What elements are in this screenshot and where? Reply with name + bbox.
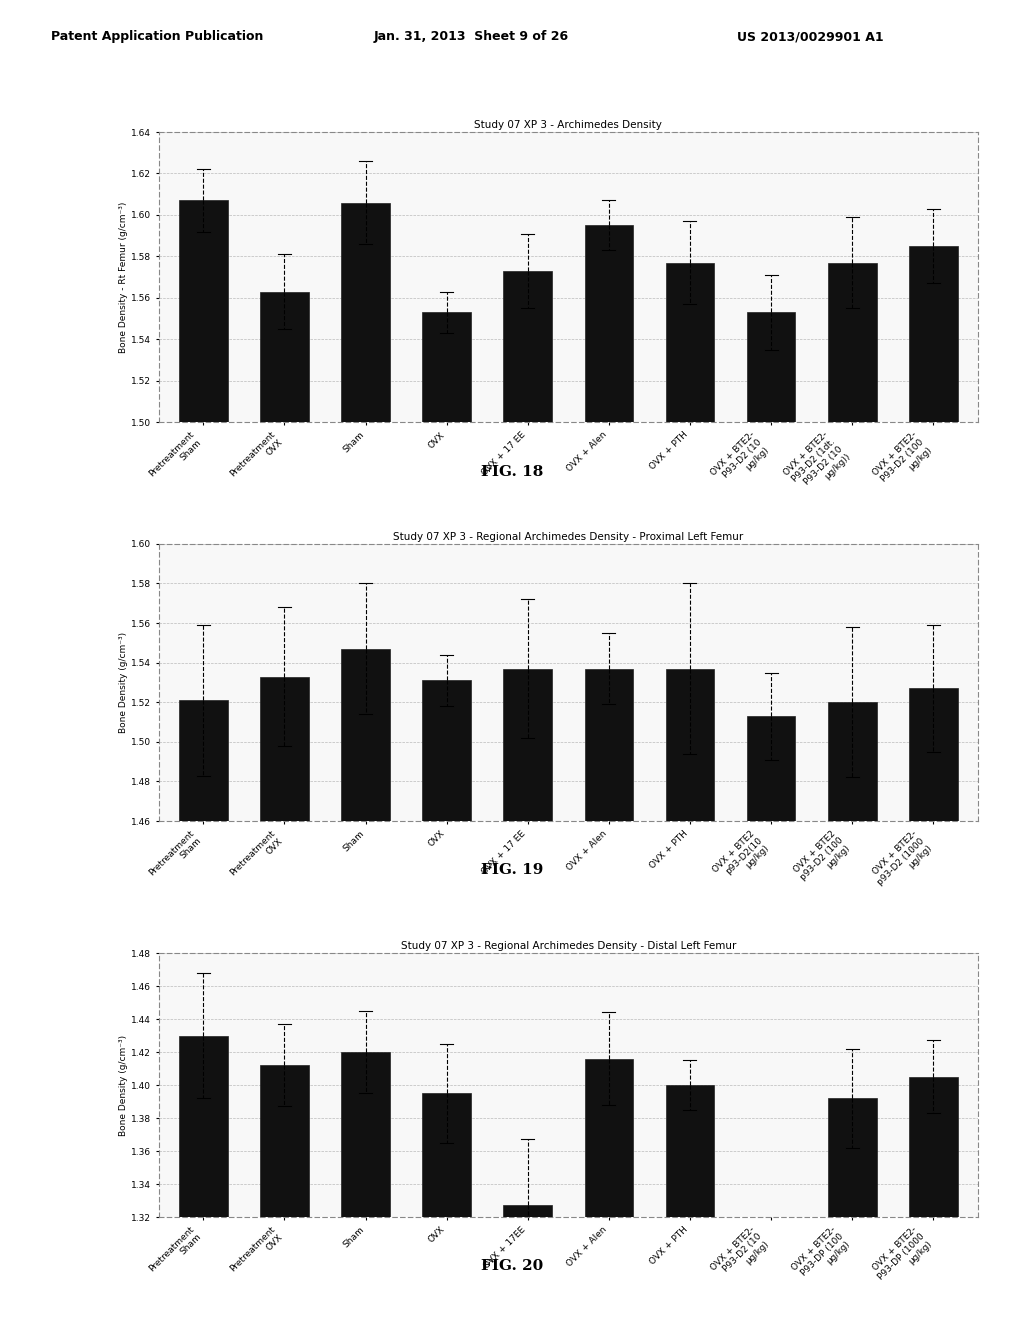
- Bar: [179, 1035, 227, 1320]
- Text: FIG. 19: FIG. 19: [481, 863, 543, 878]
- Bar: [260, 292, 309, 1320]
- Bar: [827, 1098, 877, 1320]
- Bar: [341, 1052, 390, 1320]
- Bar: [504, 1205, 552, 1320]
- Y-axis label: Bone Density (g/cm⁻³): Bone Density (g/cm⁻³): [119, 632, 128, 733]
- Bar: [585, 1059, 633, 1320]
- Text: FIG. 18: FIG. 18: [481, 465, 543, 479]
- Bar: [179, 201, 227, 1320]
- Bar: [909, 689, 957, 1320]
- Y-axis label: Bone Density (g/cm⁻³): Bone Density (g/cm⁻³): [119, 1035, 128, 1135]
- Title: Study 07 XP 3 - Regional Archimedes Density - Distal Left Femur: Study 07 XP 3 - Regional Archimedes Dens…: [400, 941, 736, 950]
- Bar: [827, 702, 877, 1320]
- Text: US 2013/0029901 A1: US 2013/0029901 A1: [737, 30, 884, 44]
- Bar: [504, 271, 552, 1320]
- Bar: [746, 717, 796, 1320]
- Bar: [260, 677, 309, 1320]
- Bar: [746, 313, 796, 1320]
- Text: FIG. 20: FIG. 20: [481, 1259, 543, 1274]
- Bar: [666, 1085, 715, 1320]
- Bar: [422, 1093, 471, 1320]
- Text: Jan. 31, 2013  Sheet 9 of 26: Jan. 31, 2013 Sheet 9 of 26: [374, 30, 569, 44]
- Bar: [179, 701, 227, 1320]
- Bar: [260, 1065, 309, 1320]
- Bar: [341, 649, 390, 1320]
- Bar: [585, 226, 633, 1320]
- Bar: [422, 313, 471, 1320]
- Bar: [422, 681, 471, 1320]
- Bar: [746, 1262, 796, 1320]
- Bar: [341, 202, 390, 1320]
- Bar: [585, 669, 633, 1320]
- Bar: [666, 263, 715, 1320]
- Title: Study 07 XP 3 - Archimedes Density: Study 07 XP 3 - Archimedes Density: [474, 120, 663, 129]
- Bar: [666, 669, 715, 1320]
- Bar: [909, 1077, 957, 1320]
- Bar: [504, 669, 552, 1320]
- Y-axis label: Bone Density - Rt Femur (g/cm⁻³): Bone Density - Rt Femur (g/cm⁻³): [119, 202, 128, 352]
- Text: Patent Application Publication: Patent Application Publication: [51, 30, 263, 44]
- Bar: [827, 263, 877, 1320]
- Title: Study 07 XP 3 - Regional Archimedes Density - Proximal Left Femur: Study 07 XP 3 - Regional Archimedes Dens…: [393, 532, 743, 541]
- Bar: [909, 246, 957, 1320]
